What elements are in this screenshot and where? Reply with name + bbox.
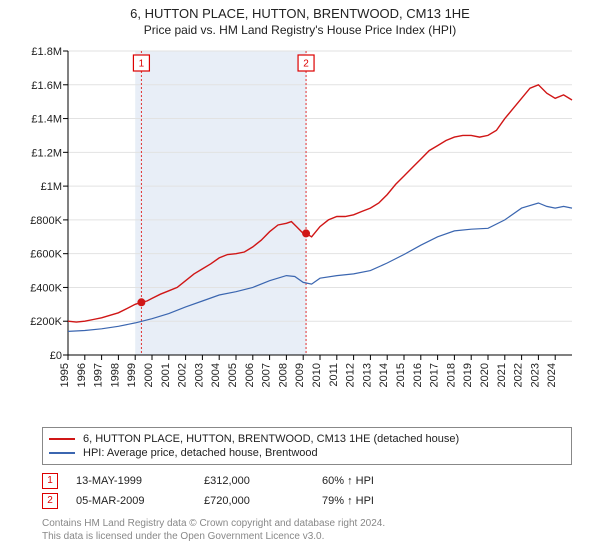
svg-text:2009: 2009 bbox=[294, 363, 306, 387]
svg-text:£200K: £200K bbox=[30, 316, 62, 328]
footer-line: Contains HM Land Registry data © Crown c… bbox=[42, 517, 572, 530]
legend-label: HPI: Average price, detached house, Bren… bbox=[83, 447, 318, 459]
svg-text:£400K: £400K bbox=[30, 282, 62, 294]
legend-item: 6, HUTTON PLACE, HUTTON, BRENTWOOD, CM13… bbox=[49, 432, 565, 446]
sale-date: 05-MAR-2009 bbox=[76, 495, 186, 507]
svg-text:2023: 2023 bbox=[529, 363, 541, 387]
svg-text:£1.6M: £1.6M bbox=[31, 80, 62, 92]
footer: Contains HM Land Registry data © Crown c… bbox=[42, 517, 572, 543]
svg-text:1995: 1995 bbox=[59, 363, 71, 387]
svg-text:1998: 1998 bbox=[109, 363, 121, 387]
svg-text:£800K: £800K bbox=[30, 215, 62, 227]
chart-title-subtitle: Price paid vs. HM Land Registry's House … bbox=[0, 23, 600, 37]
svg-text:2014: 2014 bbox=[378, 363, 390, 387]
svg-text:2002: 2002 bbox=[177, 363, 189, 387]
legend-swatch bbox=[49, 452, 75, 454]
svg-text:2015: 2015 bbox=[395, 363, 407, 387]
svg-text:1999: 1999 bbox=[126, 363, 138, 387]
svg-text:2013: 2013 bbox=[361, 363, 373, 387]
svg-text:1: 1 bbox=[139, 59, 145, 70]
svg-text:1996: 1996 bbox=[76, 363, 88, 387]
svg-text:£0: £0 bbox=[50, 350, 62, 362]
svg-text:2006: 2006 bbox=[244, 363, 256, 387]
svg-text:2003: 2003 bbox=[193, 363, 205, 387]
sale-marker-box: 2 bbox=[42, 493, 58, 509]
svg-text:2022: 2022 bbox=[513, 363, 525, 387]
svg-text:£1.8M: £1.8M bbox=[31, 46, 62, 58]
svg-text:£1.4M: £1.4M bbox=[31, 114, 62, 126]
svg-text:2020: 2020 bbox=[479, 363, 491, 387]
svg-text:2021: 2021 bbox=[496, 363, 508, 387]
legend-label: 6, HUTTON PLACE, HUTTON, BRENTWOOD, CM13… bbox=[83, 433, 459, 445]
sale-hpi: 60% ↑ HPI bbox=[322, 475, 442, 487]
legend-swatch bbox=[49, 438, 75, 440]
sale-price: £720,000 bbox=[204, 495, 304, 507]
sale-row: 2 05-MAR-2009 £720,000 79% ↑ HPI bbox=[42, 491, 572, 511]
sale-date: 13-MAY-1999 bbox=[76, 475, 186, 487]
svg-text:2012: 2012 bbox=[345, 363, 357, 387]
sale-price: £312,000 bbox=[204, 475, 304, 487]
svg-text:£1.2M: £1.2M bbox=[31, 147, 62, 159]
sale-hpi: 79% ↑ HPI bbox=[322, 495, 442, 507]
svg-text:2: 2 bbox=[303, 59, 309, 70]
sale-row: 1 13-MAY-1999 £312,000 60% ↑ HPI bbox=[42, 471, 572, 491]
svg-text:£1M: £1M bbox=[41, 181, 62, 193]
svg-text:2008: 2008 bbox=[277, 363, 289, 387]
svg-text:2024: 2024 bbox=[546, 363, 558, 387]
svg-text:2016: 2016 bbox=[412, 363, 424, 387]
svg-text:£600K: £600K bbox=[30, 249, 62, 261]
legend-item: HPI: Average price, detached house, Bren… bbox=[49, 446, 565, 460]
svg-text:1997: 1997 bbox=[93, 363, 105, 387]
sales-table: 1 13-MAY-1999 £312,000 60% ↑ HPI 2 05-MA… bbox=[42, 471, 572, 511]
svg-text:2001: 2001 bbox=[160, 363, 172, 387]
sale-marker-box: 1 bbox=[42, 473, 58, 489]
svg-text:2019: 2019 bbox=[462, 363, 474, 387]
footer-line: This data is licensed under the Open Gov… bbox=[42, 530, 572, 543]
svg-text:2005: 2005 bbox=[227, 363, 239, 387]
svg-text:2007: 2007 bbox=[261, 363, 273, 387]
svg-text:2000: 2000 bbox=[143, 363, 155, 387]
chart-area: £0 £200K £400K £600K £800K £1M £1.2M £1.4M £1.6M… bbox=[20, 43, 580, 423]
svg-text:2004: 2004 bbox=[210, 363, 222, 387]
svg-text:2018: 2018 bbox=[445, 363, 457, 387]
svg-text:2010: 2010 bbox=[311, 363, 323, 387]
svg-text:2011: 2011 bbox=[328, 363, 340, 387]
chart-title-address: 6, HUTTON PLACE, HUTTON, BRENTWOOD, CM13… bbox=[0, 6, 600, 21]
legend: 6, HUTTON PLACE, HUTTON, BRENTWOOD, CM13… bbox=[42, 427, 572, 465]
svg-text:2017: 2017 bbox=[429, 363, 441, 387]
